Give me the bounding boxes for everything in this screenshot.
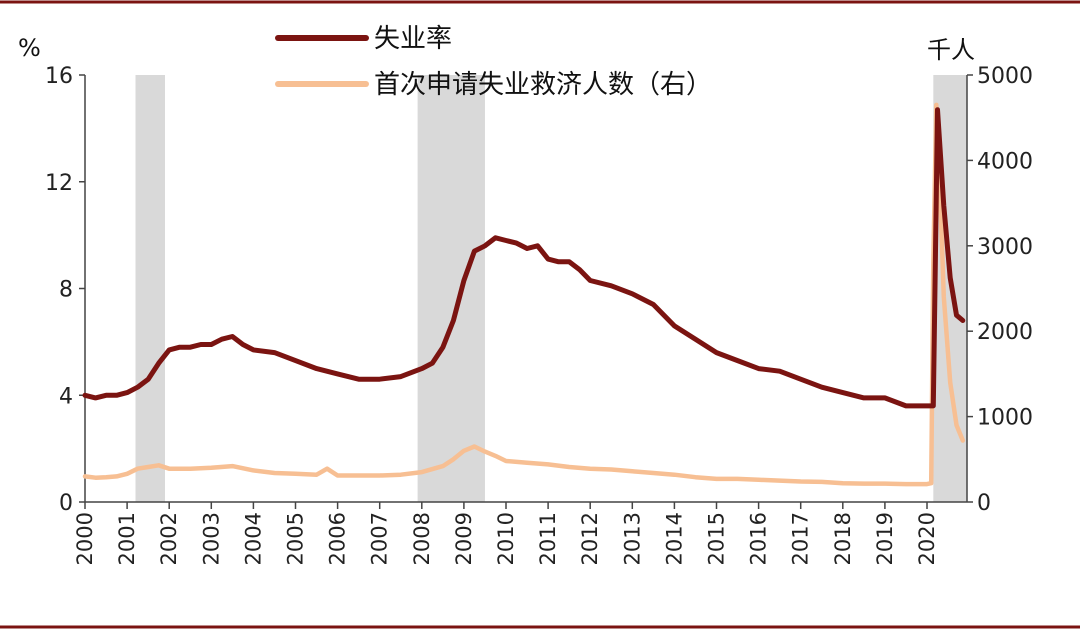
recession-bands [135, 75, 967, 502]
x-tick-label: 2016 [747, 512, 771, 565]
legend: 失业率 首次申请失业救济人数（右） [275, 24, 712, 100]
x-tick-label: 2003 [199, 512, 223, 565]
right-tick-label: 1000 [977, 406, 1033, 431]
right-tick-label: 3000 [977, 235, 1033, 260]
x-tick-label: 2000 [73, 512, 97, 565]
left-axis-unit: % [18, 34, 41, 62]
x-tick-label: 2013 [620, 512, 644, 565]
right-tick-label: 4000 [977, 149, 1033, 174]
x-tick-label: 2002 [157, 512, 181, 565]
x-tick-label: 2004 [241, 512, 265, 565]
right-tick-label: 5000 [977, 64, 1033, 89]
left-tick-label: 4 [59, 384, 73, 409]
x-tick-label: 2008 [410, 512, 434, 565]
left-tick-label: 16 [45, 64, 73, 89]
legend-label-claims: 首次申请失业救济人数（右） [374, 70, 712, 100]
x-tick-label: 2019 [873, 512, 897, 565]
x-tick-label: 2001 [115, 512, 139, 565]
x-tick-label: 2020 [915, 512, 939, 565]
left-tick-label: 0 [59, 491, 73, 516]
legend-label-unemployment: 失业率 [374, 24, 452, 54]
series-line-unemployment [82, 107, 966, 409]
x-tick-label: 2018 [831, 512, 855, 565]
x-tick-label: 2006 [326, 512, 350, 565]
x-tick-label: 2014 [662, 512, 686, 565]
series-lines [82, 102, 966, 487]
x-tick-label: 2007 [368, 512, 392, 565]
x-tick-label: 2012 [578, 512, 602, 565]
x-tick-label: 2017 [789, 512, 813, 565]
x-tick-label: 2015 [705, 512, 729, 565]
x-tick-label: 2010 [494, 512, 518, 565]
recession-band-0 [135, 75, 165, 502]
left-tick-label: 12 [45, 171, 73, 196]
right-axis-unit: 千人 [927, 36, 975, 64]
left-tick-label: 8 [59, 278, 73, 303]
right-tick-label: 0 [977, 491, 991, 516]
x-tick-label: 2011 [536, 512, 560, 565]
series-line-claims [82, 102, 966, 487]
axes [79, 74, 973, 509]
right-tick-label: 2000 [977, 320, 1033, 345]
x-tick-label: 2009 [452, 512, 476, 565]
x-tick-label: 2005 [284, 512, 308, 565]
recession-band-1 [417, 75, 485, 502]
tick-labels: 0 4 8 12 16 0 1000 2000 3000 4000 5000 2000 2001 2002… [45, 64, 1033, 565]
